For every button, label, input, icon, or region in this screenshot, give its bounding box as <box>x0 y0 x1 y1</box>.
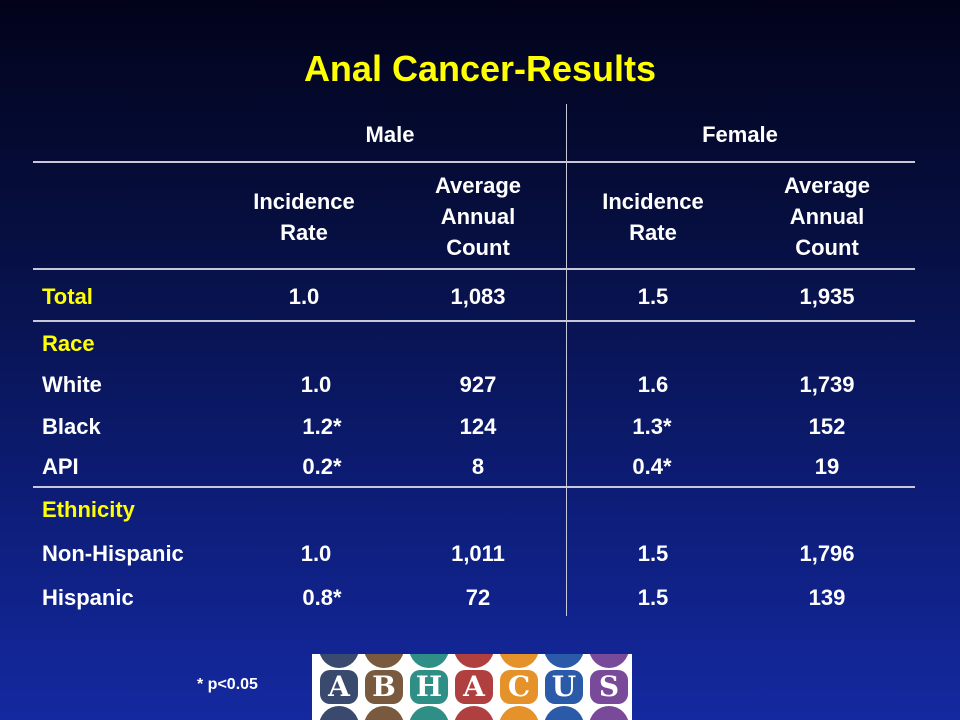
column-header-male-count: Average Annual Count <box>434 173 521 260</box>
divider-header <box>33 161 915 163</box>
cell-female-rate: 0.4* <box>632 454 672 479</box>
logo-dot <box>319 706 359 720</box>
cell-male-count: 927 <box>459 372 497 397</box>
cell-male-rate: 1.0 <box>300 541 332 566</box>
logo-dot <box>589 654 629 668</box>
logo-letter: A <box>455 670 493 704</box>
row-label-white: White <box>42 372 102 397</box>
group-header-male: Male <box>365 122 415 147</box>
logo-letter: B <box>365 670 403 704</box>
cell-male-rate: 1.0 <box>300 372 332 397</box>
logo-dot <box>544 706 584 720</box>
group-header-female: Female <box>702 122 778 147</box>
logo-dot <box>319 654 359 668</box>
cell-female-rate: 1.3* <box>632 414 672 439</box>
logo-letter: U <box>545 670 583 704</box>
logo-dot <box>364 706 404 720</box>
cell-female-count: 139 <box>808 585 846 610</box>
logo-dot <box>499 706 539 720</box>
cell-female-rate: 1.5 <box>637 541 669 566</box>
cell-male-count: 1,083 <box>450 284 506 309</box>
divider-race <box>33 486 915 488</box>
section-heading-ethnicity: Ethnicity <box>42 497 135 522</box>
cell-female-count: 1,935 <box>799 284 855 309</box>
cell-male-rate: 1.2* <box>302 414 342 439</box>
column-header-female-rate: Incidence Rate <box>602 189 704 245</box>
divider-total <box>33 320 915 322</box>
cell-female-count: 19 <box>814 454 840 479</box>
row-label-total: Total <box>42 284 93 309</box>
logo-dot <box>409 706 449 720</box>
divider-vertical <box>566 104 567 616</box>
page-title: Anal Cancer-Results <box>303 48 657 89</box>
logo-dot <box>454 654 494 668</box>
divider-subheader <box>33 268 915 270</box>
logo-letter: S <box>590 670 628 704</box>
cell-male-count: 8 <box>471 454 485 479</box>
row-label-non-hispanic: Non-Hispanic <box>42 541 184 566</box>
column-header-male-rate: Incidence Rate <box>253 189 355 245</box>
footnote: * p<0.05 <box>197 676 258 693</box>
cell-male-rate: 0.2* <box>302 454 342 479</box>
logo-letter: C <box>500 670 538 704</box>
logo-dot <box>499 654 539 668</box>
cell-female-count: 1,739 <box>799 372 855 397</box>
logo-letter: A <box>320 670 358 704</box>
column-header-female-count: Average Annual Count <box>783 173 870 260</box>
logo-dot <box>409 654 449 668</box>
cell-male-rate: 1.0 <box>288 284 320 309</box>
cell-female-count: 1,796 <box>799 541 855 566</box>
cell-male-count: 72 <box>465 585 491 610</box>
logo-dot <box>589 706 629 720</box>
cell-female-rate: 1.5 <box>637 585 669 610</box>
cell-female-count: 152 <box>808 414 846 439</box>
cell-male-rate: 0.8* <box>302 585 342 610</box>
section-heading-race: Race <box>42 331 95 356</box>
cell-male-count: 124 <box>459 414 497 439</box>
logo-dot <box>364 654 404 668</box>
row-label-black: Black <box>42 414 101 439</box>
row-label-hispanic: Hispanic <box>42 585 134 610</box>
cell-female-rate: 1.6 <box>637 372 669 397</box>
logo-letter: H <box>410 670 448 704</box>
row-label-api: API <box>42 454 79 479</box>
cell-male-count: 1,011 <box>451 541 505 566</box>
logo-dot <box>454 706 494 720</box>
cell-female-rate: 1.5 <box>637 284 669 309</box>
logo-dot <box>544 654 584 668</box>
